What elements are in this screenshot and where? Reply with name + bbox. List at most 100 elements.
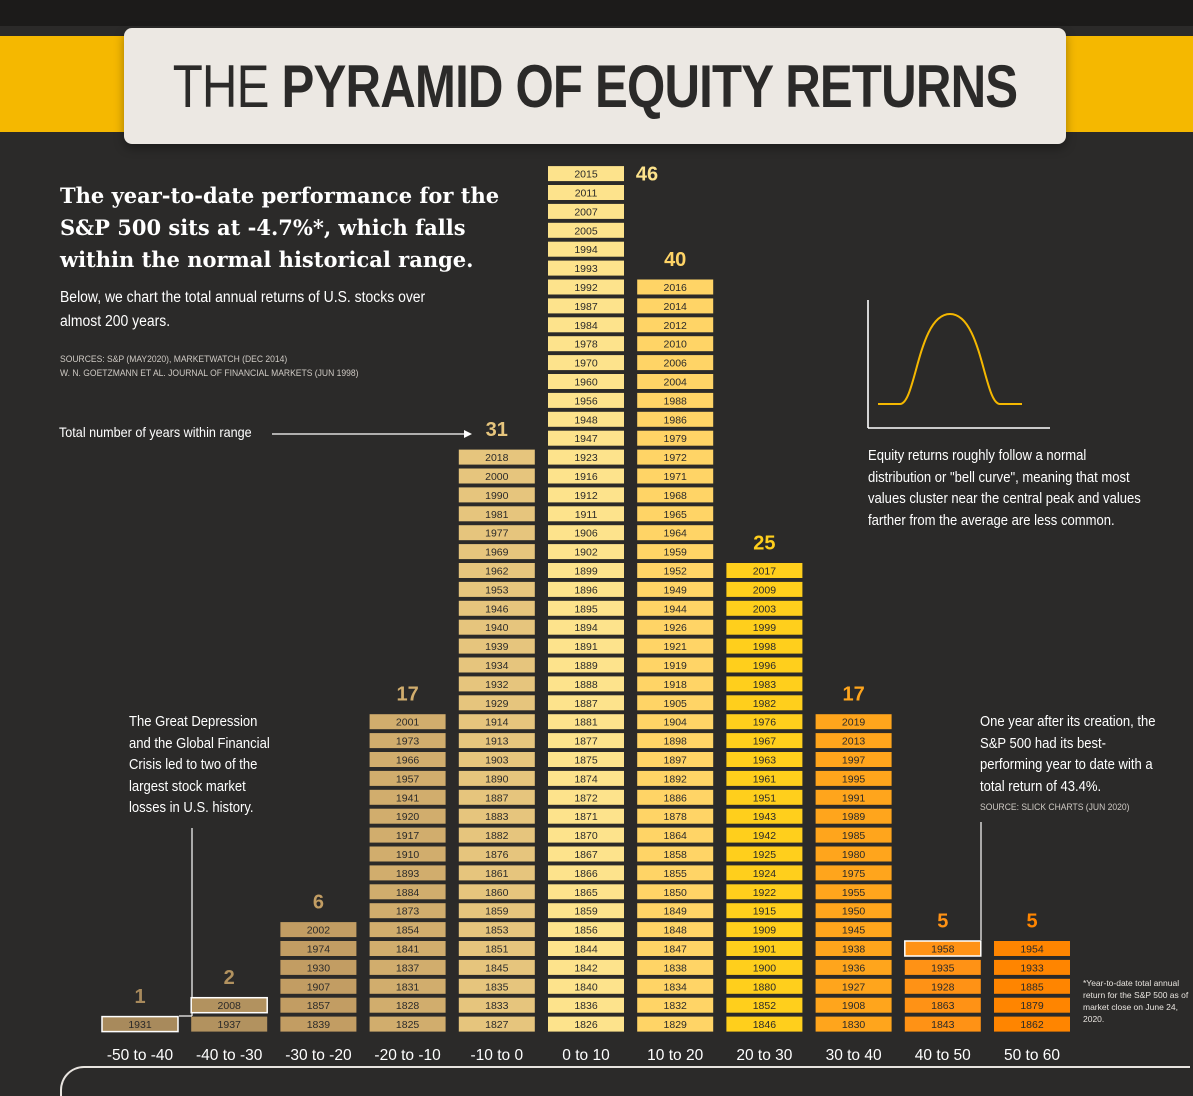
year-cell — [458, 619, 535, 635]
count-label: 31 — [486, 419, 508, 441]
year-cell — [548, 959, 624, 975]
year-cell — [726, 884, 803, 900]
year-label: 2013 — [842, 736, 866, 748]
year-cell — [458, 827, 535, 843]
year-cell — [548, 941, 624, 956]
year-label: 1985 — [842, 830, 866, 842]
year-cell — [548, 657, 624, 673]
year-cell — [548, 619, 624, 635]
year-label: 1907 — [307, 981, 331, 993]
best-year-source: SOURCE: SLICK CHARTS (JUN 2020) — [980, 802, 1130, 813]
year-cell — [548, 317, 624, 333]
year-cell — [548, 638, 624, 654]
year-cell — [637, 770, 714, 786]
year-label: 1912 — [574, 490, 598, 502]
year-label: 1855 — [664, 868, 688, 880]
year-label: 1932 — [485, 679, 509, 691]
year-cell — [548, 279, 624, 295]
year-label: 2009 — [753, 584, 777, 596]
year-label: 1988 — [664, 395, 688, 407]
year-label: 1854 — [396, 925, 420, 937]
year-label: 2016 — [664, 282, 688, 294]
bar-column: 2001 1973 1966 1957 1941 1920 1917 1910 1893 1884… — [369, 684, 446, 1064]
year-cell — [815, 922, 892, 938]
year-cell — [548, 733, 624, 749]
year-cell — [458, 922, 535, 938]
category-label: -50 to -40 — [107, 1047, 174, 1064]
year-label: 1947 — [574, 433, 598, 445]
year-cell — [280, 922, 357, 938]
year-cell — [548, 355, 624, 371]
year-label: 1853 — [485, 925, 509, 937]
year-label: 1946 — [485, 603, 509, 615]
year-label: 1890 — [485, 773, 509, 785]
year-cell — [458, 544, 535, 560]
year-label: 2015 — [574, 169, 598, 181]
year-cell — [637, 374, 714, 389]
bottom-decoration — [60, 1066, 1190, 1096]
year-label: 1871 — [574, 811, 598, 823]
year-cell — [815, 846, 892, 862]
year-label: 1876 — [485, 849, 509, 861]
year-label: 1920 — [396, 811, 420, 823]
year-label: 1930 — [307, 962, 331, 974]
year-cell — [548, 922, 624, 938]
year-cell — [637, 600, 714, 616]
year-cell — [369, 1016, 446, 1032]
year-label: 1980 — [842, 849, 866, 861]
year-label: 1940 — [485, 622, 509, 634]
year-label: 1994 — [574, 244, 598, 256]
year-cell — [637, 733, 714, 749]
year-cell — [458, 695, 535, 711]
year-label: 1973 — [396, 736, 420, 748]
year-label: 1936 — [842, 962, 866, 974]
bar-column: 2019 2013 1997 1995 1991 1989 1985 1980 1975 1955… — [815, 684, 892, 1064]
year-cell — [637, 978, 714, 994]
year-label: 1885 — [1020, 981, 1044, 993]
year-cell — [726, 997, 803, 1013]
year-label: 1870 — [574, 830, 598, 842]
count-label: 5 — [937, 911, 948, 933]
year-label: 1851 — [485, 944, 509, 956]
year-label: 1952 — [664, 566, 688, 578]
year-cell — [994, 997, 1070, 1013]
year-label: 1861 — [485, 868, 509, 880]
category-label: -30 to -20 — [285, 1047, 352, 1064]
year-cell — [637, 903, 714, 919]
year-cell — [637, 846, 714, 862]
year-label: 1886 — [664, 792, 688, 804]
year-cell — [548, 544, 624, 560]
year-label: 1894 — [574, 622, 598, 634]
year-label: 1844 — [574, 944, 598, 956]
year-label: 1883 — [485, 811, 509, 823]
count-label: 17 — [396, 684, 418, 706]
year-cell — [458, 676, 535, 692]
year-cell — [458, 865, 535, 881]
year-cell — [726, 733, 803, 749]
year-label: 1989 — [842, 811, 866, 823]
count-label: 17 — [842, 684, 864, 706]
year-label: 1954 — [1020, 944, 1044, 956]
year-label: 1889 — [574, 660, 598, 672]
category-label: -40 to -30 — [196, 1047, 263, 1064]
year-cell — [637, 941, 714, 956]
year-cell — [458, 941, 535, 956]
year-label: 2003 — [753, 603, 777, 615]
year-label: 1933 — [1020, 962, 1044, 974]
year-label: 1914 — [485, 717, 509, 729]
year-cell — [190, 996, 268, 1014]
year-cell — [548, 506, 624, 522]
year-label: 1839 — [307, 1019, 331, 1031]
year-cell — [637, 317, 714, 333]
year-cell — [726, 865, 803, 881]
year-cell — [637, 676, 714, 692]
year-cell — [548, 468, 624, 484]
year-label: 1901 — [753, 944, 777, 956]
year-label: 1847 — [664, 944, 688, 956]
year-label: 1924 — [753, 868, 777, 880]
year-cell — [815, 789, 892, 805]
year-cell — [637, 752, 714, 767]
year-label: 2008 — [218, 1000, 242, 1012]
year-cell — [548, 752, 624, 767]
